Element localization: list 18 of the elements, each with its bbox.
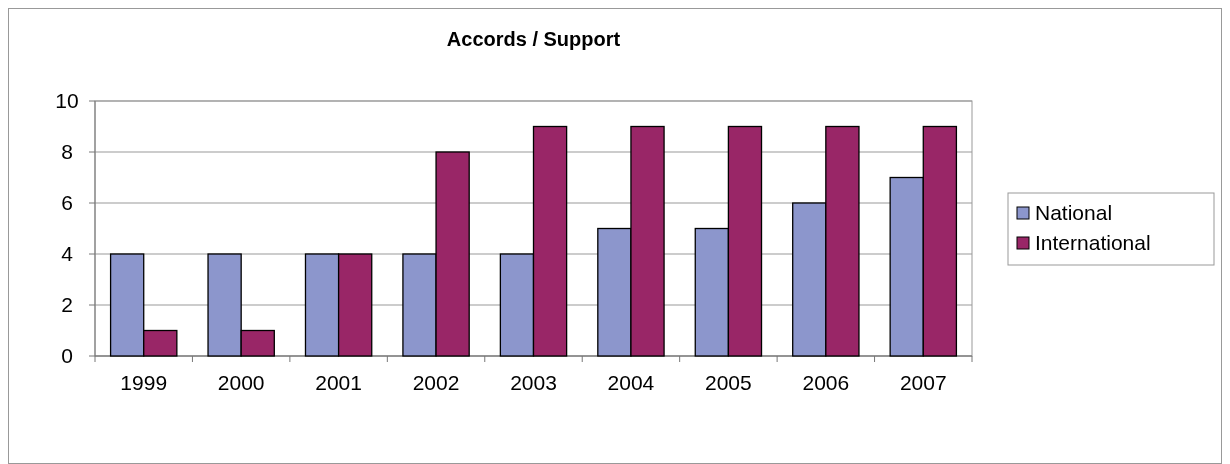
y-tick-label: 6 (61, 191, 73, 215)
y-tick-label: 0 (61, 344, 73, 368)
x-tick-label: 2003 (510, 371, 557, 394)
y-tick-label: 4 (61, 242, 74, 266)
legend-label: National (1035, 201, 1113, 225)
x-tick-label: 2004 (607, 371, 655, 394)
y-tick-label: 10 (55, 89, 79, 113)
x-tick-label: 2001 (315, 371, 362, 394)
x-tick-label: 2002 (412, 371, 460, 394)
x-tick-label: 2000 (217, 371, 265, 394)
y-tick-label: 2 (61, 293, 73, 317)
x-tick-label: 2007 (899, 371, 947, 394)
y-tick-label: 8 (61, 140, 73, 164)
legend-label: International (1035, 231, 1151, 255)
x-tick-label: 2005 (705, 371, 752, 394)
x-tick-label: 1999 (120, 371, 168, 394)
x-tick-label: 2006 (802, 371, 850, 394)
chart-title: Accords / Support (446, 28, 621, 50)
